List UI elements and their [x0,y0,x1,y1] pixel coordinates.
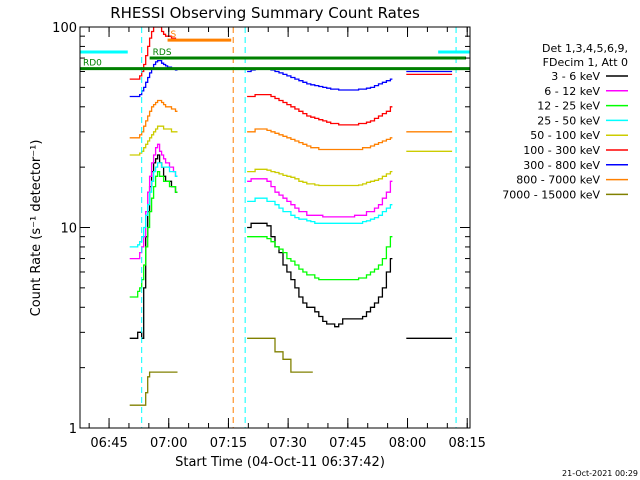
legend-entry-label-8: 800 - 7000 keV [516,174,600,187]
series-line-8-segment-2 [247,128,393,151]
x-tick-label-6: 08:00 [389,436,426,451]
legend-entry-label-7: 300 - 800 keV [523,159,600,172]
plot-area: RD0 RDS S [80,27,470,428]
legend-entry-label-3: 12 - 25 keV [537,100,600,113]
legend-header-2: FDecim 1, Att 0 [543,56,628,69]
y-tick-label-1: 1 [69,422,77,437]
flag-label-1: RD0 [83,59,102,69]
x-tick-label-7: 08:15 [448,436,485,451]
plot-clip [80,27,470,428]
series-line-3-segment-2 [247,236,393,281]
legend: Det 1,3,4,5,6,9,FDecim 1, Att 03 - 6 keV… [502,42,628,201]
legend-entry-label-5: 50 - 100 keV [530,129,600,142]
series-line-5-segment-2 [247,168,393,187]
x-tick-label-2: 07:00 [150,436,187,451]
series-line-6-segment-2 [247,93,393,126]
y-tick-label-3: 100 [52,21,77,36]
series-line-4-segment-2 [247,197,393,224]
x-axis-label: Start Time (04-Oct-11 06:37:42) [175,455,385,470]
series-line-2-segment-2 [247,178,393,218]
flag-label-3: S [171,30,177,40]
legend-entry-label-9: 7000 - 15000 keV [502,188,600,201]
series-25to50keV [129,162,393,248]
series-line-8-segment-1 [129,99,178,139]
legend-entry-label-1: 3 - 6 keV [551,70,600,83]
x-tick-label-1: 06:45 [90,436,127,451]
axes: 1 10 100 06:45 07:00 07:15 07:30 07:45 08:00 08:1… [52,21,486,451]
legend-entry-label-4: 25 - 50 keV [537,114,600,127]
series-line-7-segment-2 [247,67,393,91]
series-800to7000keV [129,99,453,151]
legend-entry-label-2: 6 - 12 keV [544,85,600,98]
series-7000to15000keV [129,337,313,406]
x-tick-label-3: 07:15 [210,436,247,451]
footer-date: 21-Oct-2021 00:29 [562,469,638,478]
y-axis-label: Count Rate (s⁻¹ detector⁻¹) [29,140,44,317]
series-line-9-segment-1 [129,371,178,406]
legend-header-1: Det 1,3,4,5,6,9, [542,42,628,55]
series-line-4-segment-1 [129,162,178,248]
series-line-5-segment-1 [129,125,178,156]
series-line-9-segment-2 [247,337,313,373]
legend-entry-label-6: 100 - 300 keV [523,144,600,157]
series-12to25keV [129,170,393,298]
x-tick-label-5: 07:45 [329,436,366,451]
flag-label-2: RDS [153,48,172,58]
series-50to100keV [129,125,453,187]
chart-title: RHESSI Observing Summary Count Rates [110,4,420,22]
y-tick-label-2: 10 [60,222,77,237]
series-line-3-segment-1 [129,170,178,298]
x-tick-label-4: 07:30 [269,436,306,451]
